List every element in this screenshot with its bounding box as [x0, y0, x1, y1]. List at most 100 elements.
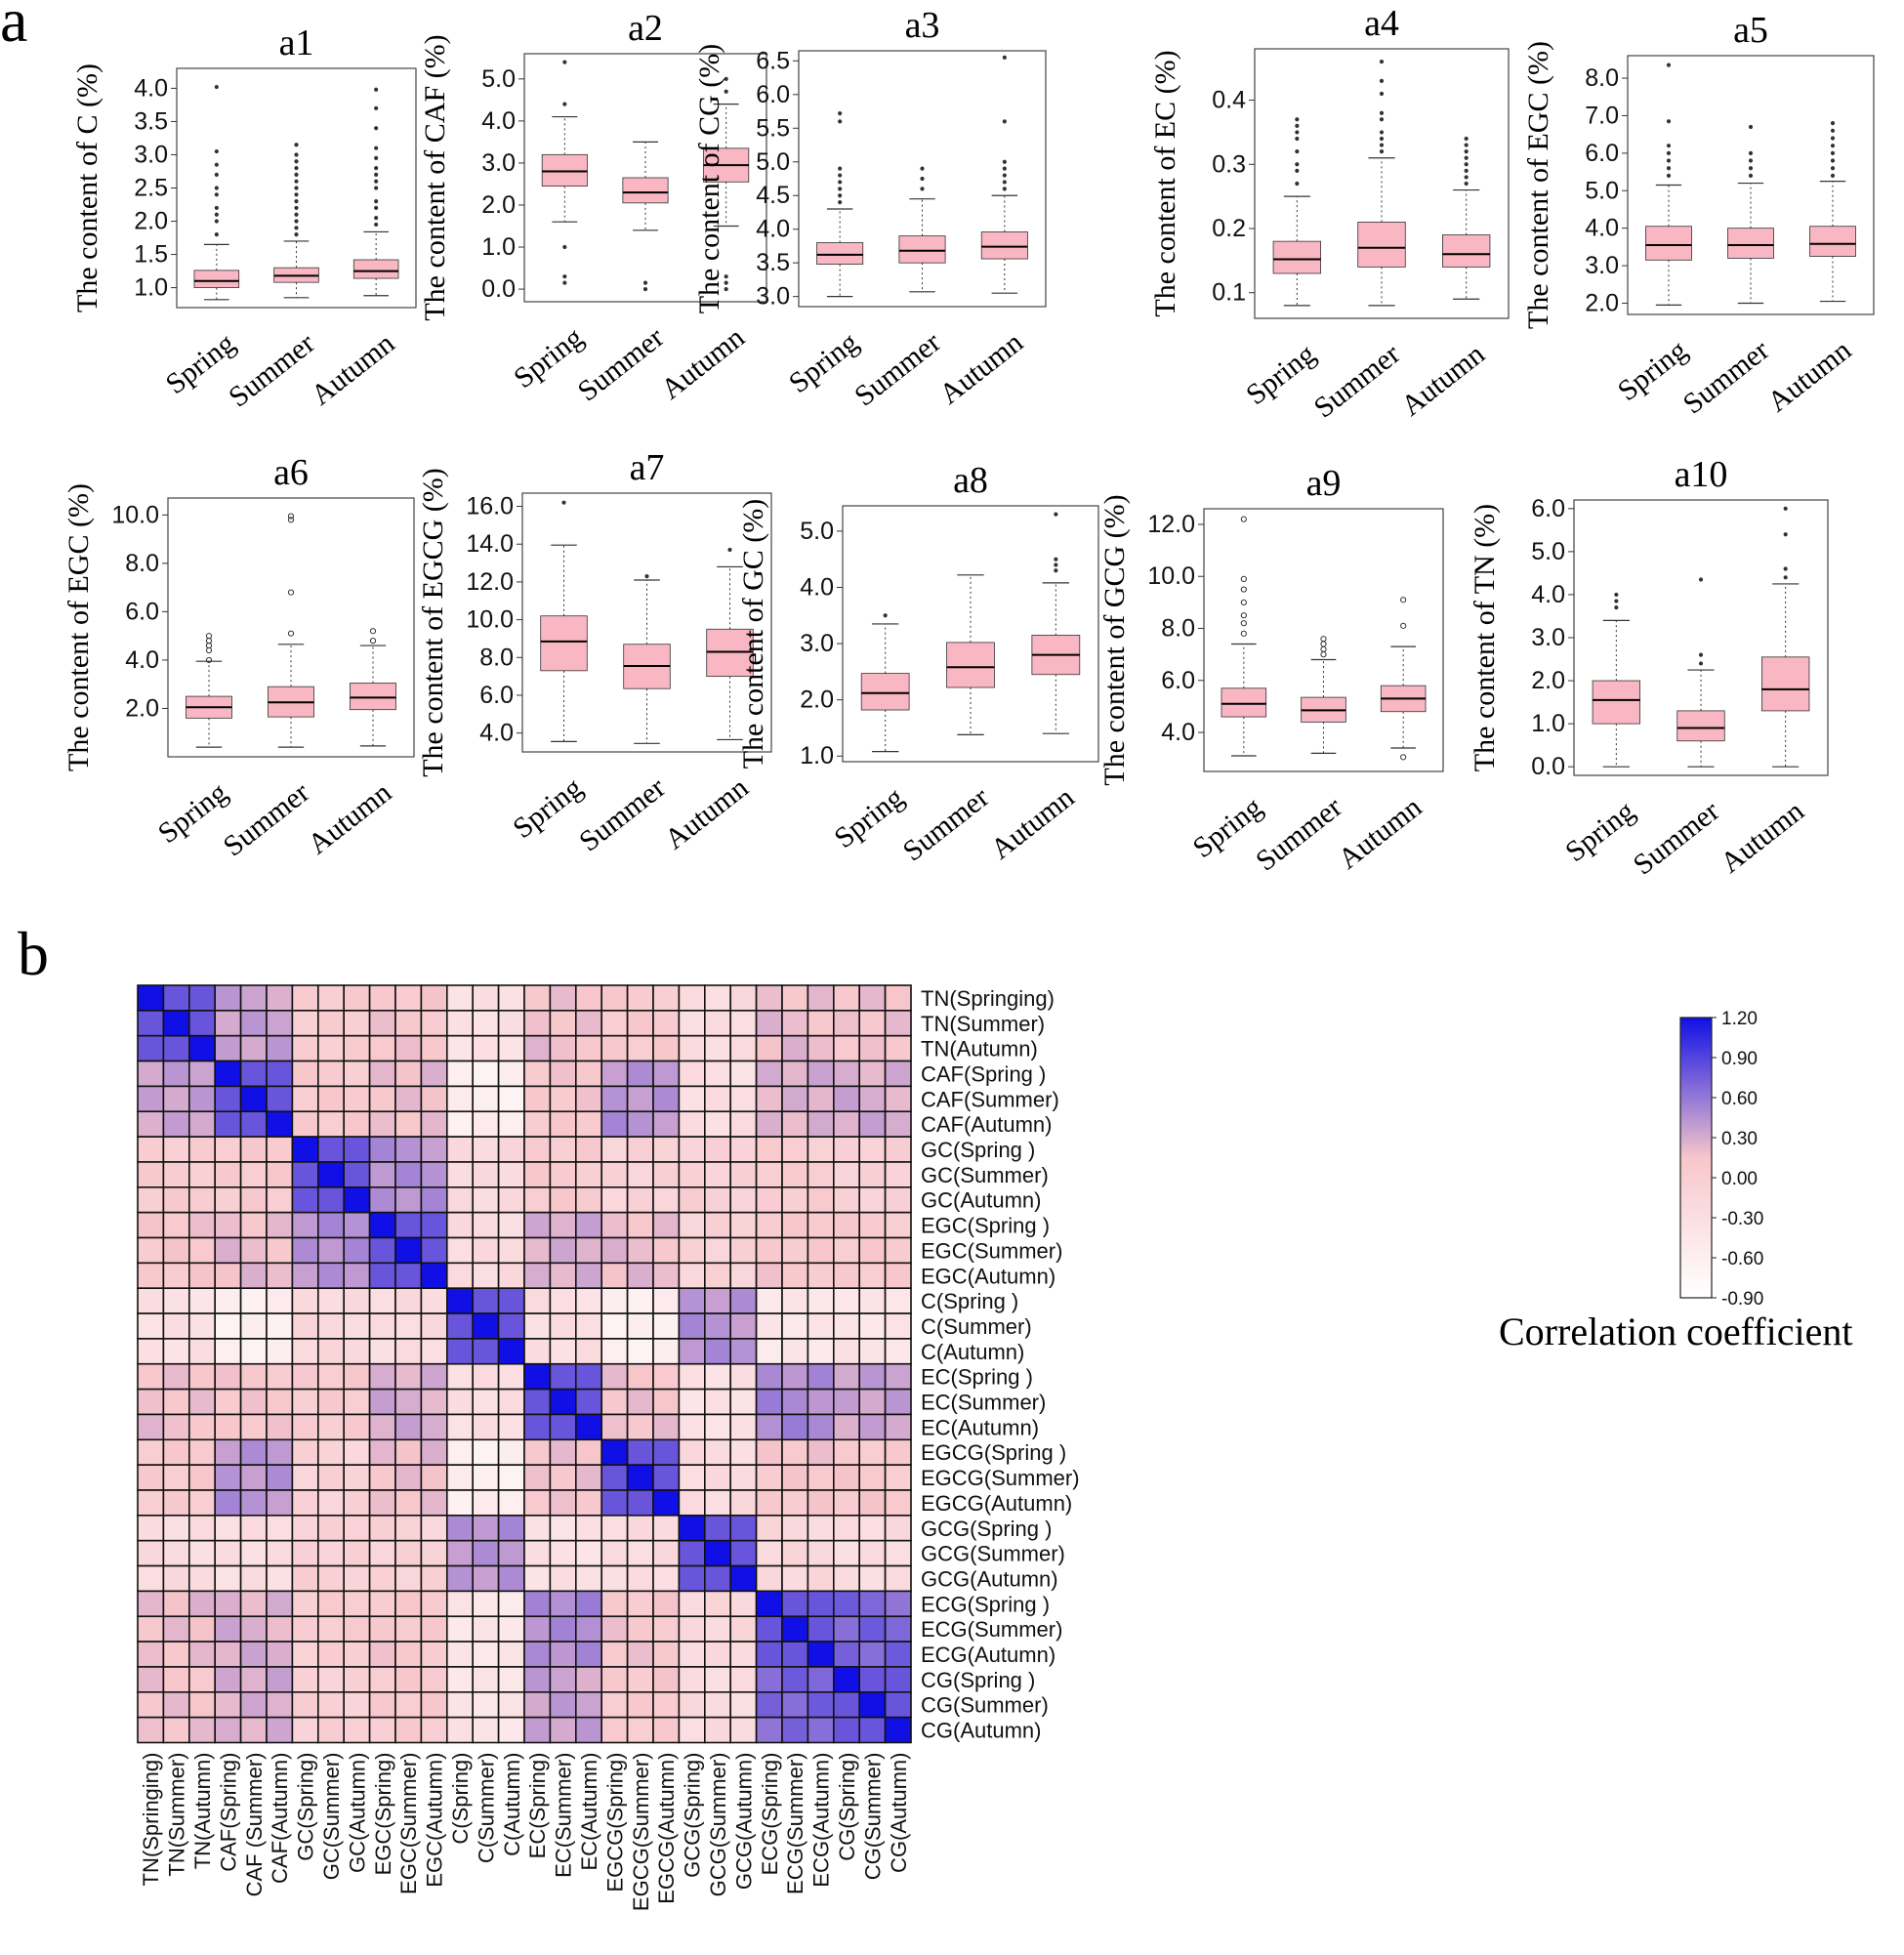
heatmap-cell	[239, 1539, 268, 1567]
heatmap-row-label: EC(Autumn)	[921, 1415, 1039, 1439]
heatmap-cell	[884, 1641, 912, 1668]
boxplot-a10: a10 The content of TN (%) 0.0 1.0 2.0 3.0 4.0 5…	[1469, 454, 1829, 881]
outlier-point	[214, 148, 219, 154]
heatmap-cell	[497, 1362, 525, 1391]
heatmap-cell	[884, 1236, 912, 1265]
heatmap-cell	[239, 1287, 268, 1314]
heatmap-cell	[162, 1287, 190, 1314]
heatmap-cell	[394, 1691, 423, 1719]
heatmap-cell	[781, 1034, 809, 1062]
y-tick-label: 5.0	[800, 518, 834, 545]
y-tick-label: 4.0	[134, 74, 168, 102]
outlier-point	[1830, 166, 1836, 171]
heatmap-cell	[420, 1110, 448, 1138]
heatmap-cell	[162, 1211, 190, 1239]
heatmap-cell	[858, 1388, 887, 1416]
heatmap-col-label: EGCG(Spring)	[602, 1753, 627, 1893]
outlier-point	[205, 642, 213, 649]
heatmap-cell	[214, 1236, 242, 1265]
heatmap-cell	[858, 1161, 887, 1188]
outlier-point	[561, 500, 566, 505]
box-autumn: Autumn	[302, 628, 397, 860]
heatmap-cell	[188, 1236, 217, 1265]
heatmap-cell	[574, 1136, 602, 1163]
heatmap-col-label: TN(Springing)	[139, 1753, 163, 1887]
heatmap-cell	[626, 1338, 654, 1365]
heatmap-cell	[162, 1438, 190, 1466]
heatmap-cell	[884, 1539, 912, 1567]
outlier-point	[1240, 516, 1247, 522]
heatmap-cell	[523, 1211, 552, 1239]
heatmap-cell	[394, 1438, 423, 1466]
heatmap-cell	[162, 1691, 190, 1719]
heatmap-col-label: EGC(Spring)	[371, 1753, 395, 1876]
heatmap-cell	[781, 1338, 809, 1365]
heatmap-cell	[523, 1489, 552, 1517]
heatmap-cell	[316, 1312, 345, 1340]
heatmap-cell	[420, 1641, 448, 1668]
heatmap-cell	[445, 984, 474, 1012]
y-tick-label: 4.0	[1531, 581, 1565, 608]
heatmap-cell	[729, 1666, 758, 1693]
outlier-point	[1783, 566, 1788, 571]
heatmap-cell	[239, 1716, 268, 1744]
heatmap-cell	[266, 1590, 294, 1618]
outlier-point	[1830, 150, 1836, 155]
heatmap-row-label: ECG(Summer)	[921, 1617, 1062, 1642]
heatmap-cell	[394, 1262, 423, 1289]
heatmap-cell	[316, 1564, 345, 1593]
heatmap-cell	[239, 1362, 268, 1391]
panel-title: a2	[628, 8, 663, 49]
heatmap-cell	[188, 1161, 217, 1188]
heatmap-cell	[239, 1515, 268, 1542]
heatmap-cell	[549, 1060, 577, 1088]
outlier-point	[294, 199, 299, 204]
heatmap-cell	[472, 1338, 500, 1365]
outlier-point	[562, 102, 567, 106]
heatmap-cell	[214, 1186, 242, 1214]
heatmap-row-label: ECG(Spring )	[921, 1592, 1050, 1616]
heatmap-cell	[703, 1539, 731, 1567]
heatmap-cell	[162, 1413, 190, 1441]
heatmap-cell	[472, 1262, 500, 1289]
outlier-point	[1464, 149, 1469, 154]
heatmap-cell	[497, 1413, 525, 1441]
heatmap-cell	[239, 1085, 268, 1113]
outlier-point	[724, 280, 728, 285]
heatmap-cell	[472, 1034, 500, 1062]
heatmap-cell	[137, 1564, 165, 1593]
heatmap-cell	[343, 1085, 371, 1113]
y-tick-label: 0.2	[1212, 215, 1246, 242]
y-tick-label: 0.4	[1212, 87, 1246, 114]
heatmap-cell	[549, 1641, 577, 1668]
heatmap-cell	[266, 1539, 294, 1567]
heatmap-cell	[316, 1489, 345, 1517]
outlier-point	[294, 205, 299, 211]
heatmap-cell	[549, 1312, 577, 1340]
heatmap-cell	[755, 1413, 783, 1441]
heatmap-cell	[162, 1615, 190, 1643]
heatmap-cell	[781, 1388, 809, 1416]
y-tick-label: 3.5	[134, 107, 168, 135]
heatmap-cell	[626, 1312, 654, 1340]
heatmap-cell	[497, 1010, 525, 1037]
heatmap-cell	[291, 1539, 319, 1567]
heatmap-cell	[343, 1262, 371, 1289]
heatmap-cell	[549, 1716, 577, 1744]
outlier-point	[294, 172, 299, 177]
heatmap-cell	[316, 1362, 345, 1391]
outlier-point	[374, 216, 379, 221]
heatmap-cell	[858, 1641, 887, 1668]
heatmap-cell	[291, 1362, 319, 1391]
heatmap-cell	[703, 1590, 731, 1618]
heatmap-cell	[214, 1085, 242, 1113]
heatmap-cell	[188, 1539, 217, 1567]
heatmap-cell	[472, 1085, 500, 1113]
heatmap-cell	[832, 1287, 860, 1314]
plot-frame	[1627, 55, 1875, 315]
heatmap-cell	[807, 1034, 835, 1062]
boxplot-a1: a1 The content of C (%) 1.0 1.5 2.0 2.5 3.0 3.5…	[71, 22, 417, 413]
heatmap-cell	[858, 1489, 887, 1517]
heatmap-cell	[884, 1186, 912, 1214]
